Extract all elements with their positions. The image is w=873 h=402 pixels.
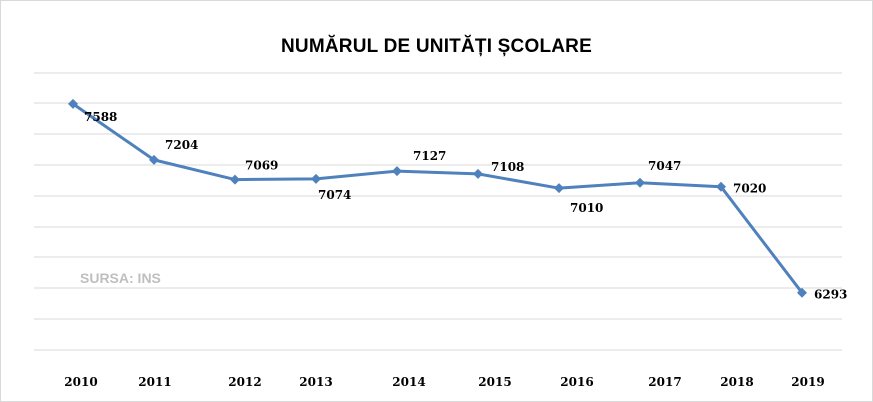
data-label-2010: 7588 — [84, 110, 117, 124]
data-point-2010 — [68, 98, 78, 109]
data-label-2018: 7020 — [733, 182, 766, 196]
data-label-2014: 7127 — [413, 149, 446, 163]
x-tick-label: 2010 — [64, 375, 97, 389]
source-note: SURSA: INS — [80, 270, 161, 286]
x-tick-label: 2013 — [299, 375, 332, 389]
data-point-2015 — [473, 168, 483, 179]
x-tick-label: 2015 — [478, 375, 511, 389]
x-tick-label: 2011 — [138, 375, 171, 389]
data-point-2011 — [149, 154, 159, 165]
data-label-2016: 7010 — [570, 201, 603, 215]
x-tick-label: 2017 — [648, 375, 681, 389]
data-label-2019: 6293 — [814, 288, 847, 302]
data-point-2014 — [392, 166, 402, 177]
x-tick-label: 2012 — [228, 375, 261, 389]
data-label-2017: 7047 — [648, 159, 681, 173]
x-tick-label: 2014 — [392, 375, 425, 389]
data-point-2017 — [635, 177, 645, 188]
chart-title: NUMĂRUL DE UNITĂȚI ȘCOLARE — [281, 36, 592, 57]
data-point-2013 — [311, 173, 321, 184]
data-point-2019 — [797, 287, 807, 298]
x-tick-label: 2016 — [560, 375, 593, 389]
data-point-2018 — [716, 181, 726, 192]
data-label-2015: 7108 — [491, 160, 524, 174]
series-line — [72, 102, 804, 294]
data-label-2011: 7204 — [165, 138, 198, 152]
x-tick-label: 2019 — [791, 375, 824, 389]
data-point-2012 — [230, 174, 240, 185]
data-point-2016 — [554, 183, 564, 194]
data-label-2013: 7074 — [318, 188, 351, 202]
data-label-2012: 7069 — [245, 159, 278, 173]
x-tick-label: 2018 — [720, 375, 753, 389]
